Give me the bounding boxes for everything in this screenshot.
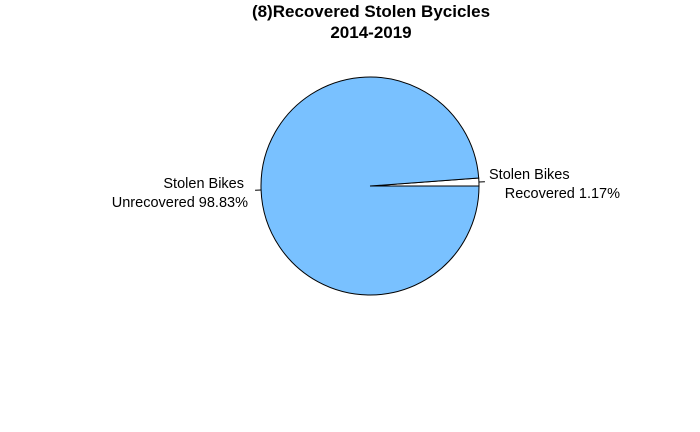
- pie-slices: [255, 76, 485, 296]
- slice-label-recovered-line2: Recovered 1.17%: [505, 186, 620, 202]
- slice-label-unrecovered-line2: Unrecovered 98.83%: [112, 195, 248, 211]
- chart-subtitle: 2014-2019: [330, 23, 411, 42]
- chart-title: (8)Recovered Stolen Bycicles: [252, 2, 490, 21]
- slice-label-recovered-line1: Stolen Bikes: [489, 167, 570, 183]
- slice-label-unrecovered-line1: Stolen Bikes: [163, 176, 244, 192]
- pie-slice-unrecovered: [260, 76, 480, 296]
